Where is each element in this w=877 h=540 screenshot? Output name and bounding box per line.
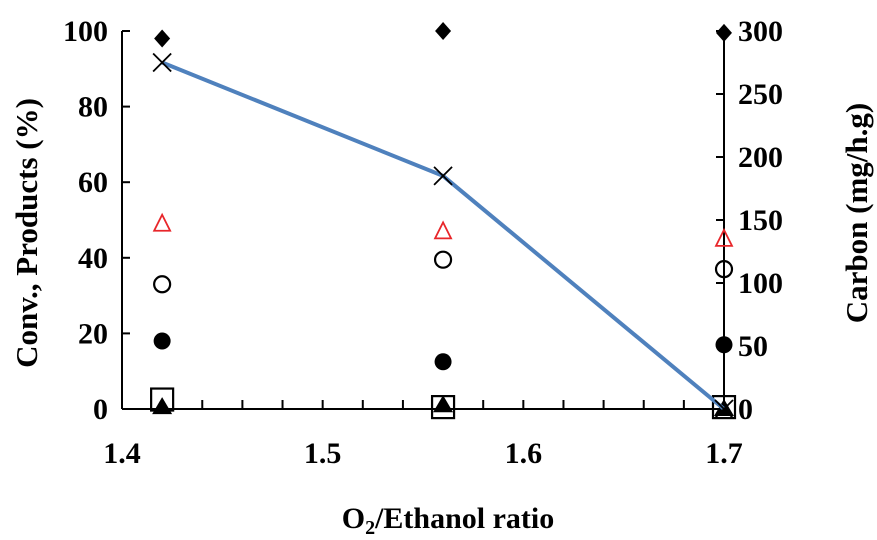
y-right-tick-label: 300 <box>738 15 783 48</box>
x-axis-title-suffix: /Ethanol ratio <box>374 502 554 535</box>
x-tick-label: 1.6 <box>505 437 543 470</box>
y-axis-right-title: Carbon (mg/h.g) <box>839 103 874 323</box>
series <box>150 22 737 420</box>
series-x <box>152 52 734 419</box>
axes <box>121 31 725 410</box>
x-marker-stroke <box>152 52 172 73</box>
y-left-tick-label: 40 <box>78 242 108 275</box>
x-marker <box>152 52 172 73</box>
filled-triangle-marker <box>152 397 173 415</box>
filled-triangle-marker <box>433 395 454 413</box>
x-tick-label: 1.7 <box>705 437 743 470</box>
y-axis-left-title: Conv., Products (%) <box>9 98 44 368</box>
series-triangle-open <box>152 212 734 247</box>
y-right-tick-label: 100 <box>738 267 783 300</box>
open-triangle-marker <box>433 220 453 240</box>
series-diamond-filled <box>154 22 732 48</box>
x-tick-label: 1.5 <box>304 437 342 470</box>
filled-circle-marker <box>153 332 171 350</box>
y-right-tick-label: 0 <box>738 393 753 426</box>
y-right-tick-label: 250 <box>738 78 783 111</box>
x-marker-stroke <box>433 166 453 186</box>
x-axis-title: O2/Ethanol ratio <box>342 502 555 539</box>
y-left-tick-label: 80 <box>78 91 108 124</box>
series-circle-open <box>153 250 734 294</box>
diamond-marker <box>154 29 171 48</box>
y-left-tick-label: 0 <box>93 393 108 426</box>
x-tick-label: 1.4 <box>103 437 141 470</box>
filled-circle-marker <box>715 336 733 354</box>
y-right-tick-label: 200 <box>738 141 783 174</box>
diamond-marker <box>435 22 452 40</box>
x-marker <box>714 399 734 419</box>
series-triangle-filled <box>152 395 734 416</box>
x-axis-title-prefix: O <box>342 502 365 535</box>
y-right-tick-label: 50 <box>738 330 768 363</box>
open-triangle-marker <box>152 212 172 232</box>
filled-circle-marker <box>434 353 452 371</box>
ticks <box>121 30 725 410</box>
y-right-tick-label: 150 <box>738 204 783 237</box>
open-square-marker <box>711 395 737 420</box>
open-circle-marker <box>433 250 453 269</box>
open-circle-marker <box>714 260 734 279</box>
y-left-tick-label: 60 <box>78 166 108 199</box>
diamond-marker <box>716 23 732 42</box>
series-circle-filled <box>153 332 733 371</box>
open-circle-marker <box>153 275 172 294</box>
x-marker <box>433 166 453 186</box>
tick-labels: 0 20 40 60 80 100 0 50 100 150 200 250 300 1.4 1.5 1.6 1… <box>63 15 783 470</box>
y-left-tick-label: 100 <box>63 15 108 48</box>
y-left-tick-label: 20 <box>78 317 108 350</box>
open-triangle-marker <box>714 227 734 247</box>
x-axis-title-subscript: 2 <box>365 517 375 539</box>
x-marker-stroke <box>714 399 734 419</box>
